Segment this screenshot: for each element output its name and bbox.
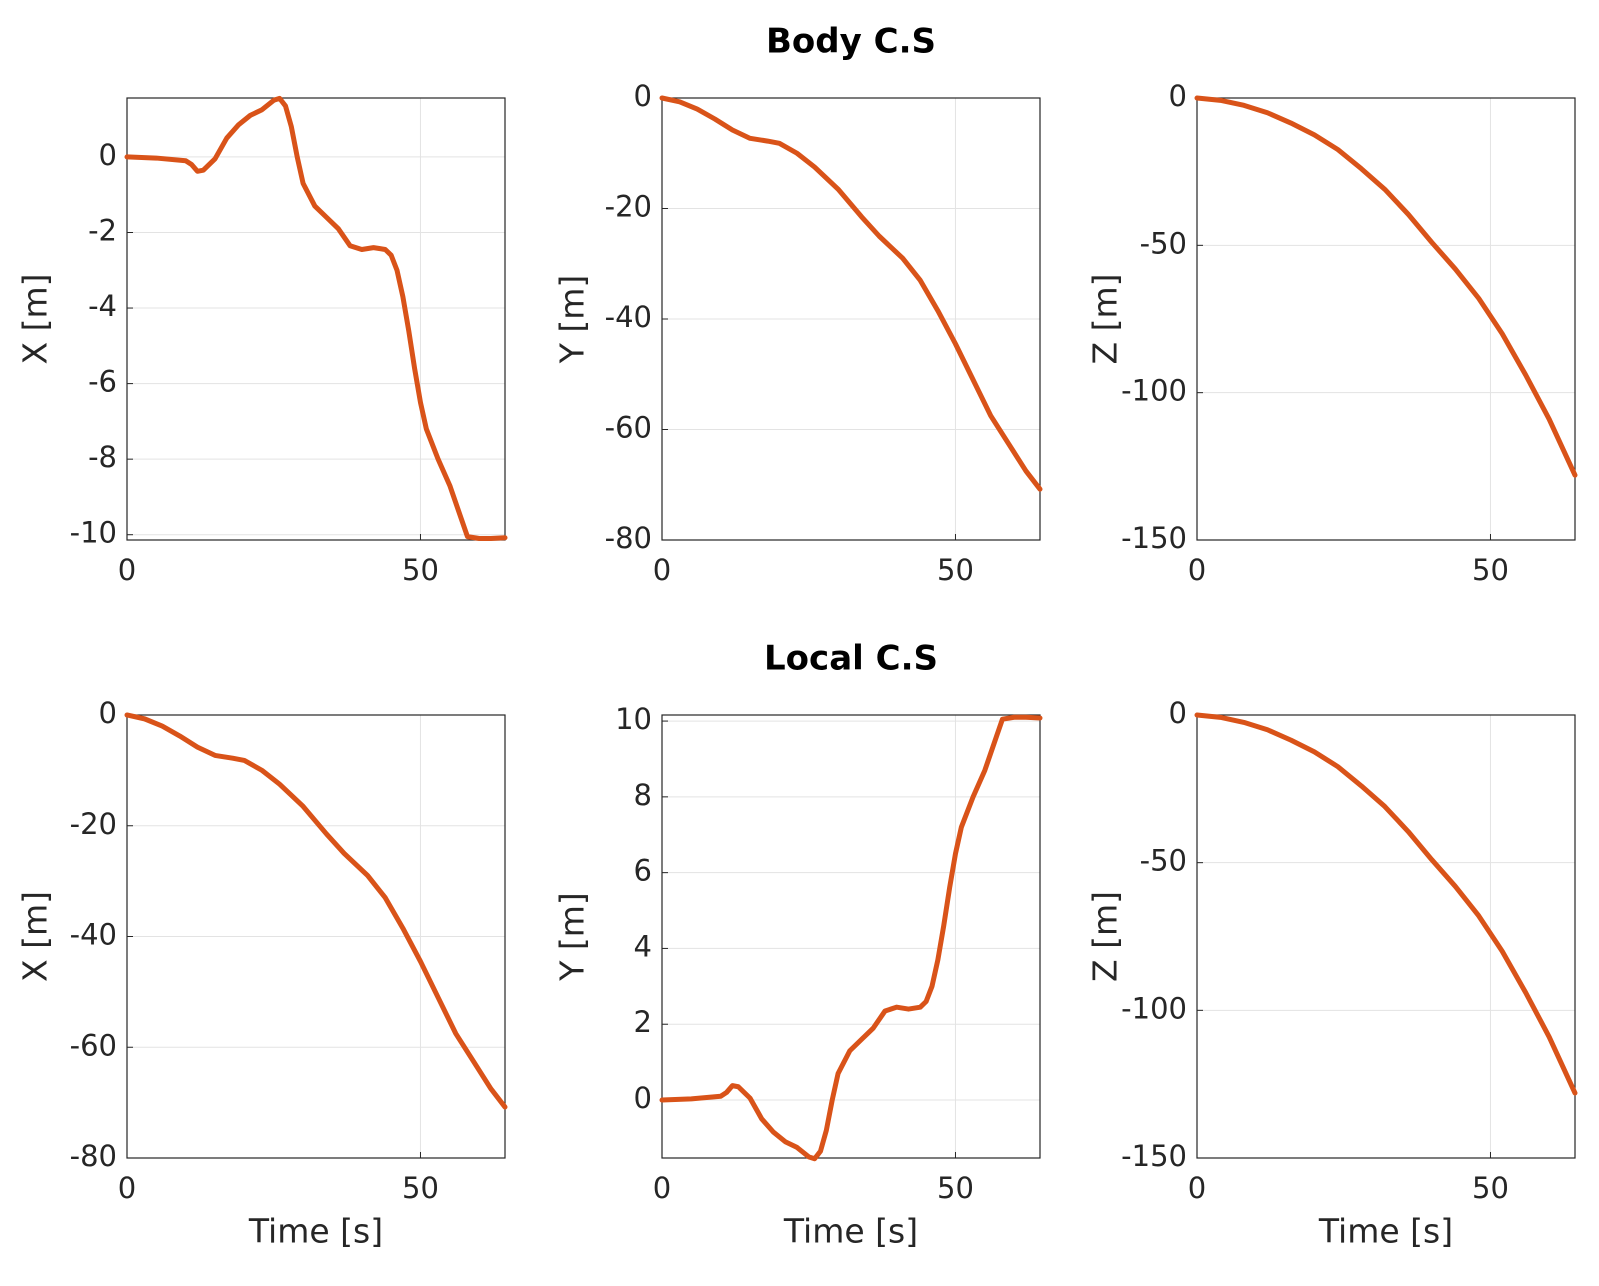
y-tick-label: -50 bbox=[1140, 226, 1187, 260]
y-axis-label: Y [m] bbox=[553, 275, 592, 365]
y-axis-label: Z [m] bbox=[1086, 274, 1125, 365]
y-tick-label: 4 bbox=[634, 929, 652, 963]
y-tick-label: 0 bbox=[1169, 79, 1187, 113]
chart-title: Body C.S bbox=[766, 22, 936, 62]
y-tick-label: -40 bbox=[605, 300, 652, 334]
data-line bbox=[1194, 712, 1578, 1096]
axes-box bbox=[126, 97, 506, 541]
axes-box bbox=[1196, 714, 1576, 1159]
x-tick-label: 50 bbox=[937, 553, 974, 587]
y-tick-label: 10 bbox=[615, 702, 652, 736]
y-tick-label: -4 bbox=[88, 289, 117, 323]
x-tick-label: 0 bbox=[653, 553, 671, 587]
x-tick-label: 50 bbox=[937, 1171, 974, 1205]
x-tick-label: 0 bbox=[1188, 553, 1206, 587]
y-tick-label: -6 bbox=[88, 365, 117, 399]
y-axis-label: X [m] bbox=[16, 274, 55, 365]
y-tick-label: -150 bbox=[1121, 1139, 1187, 1173]
y-tick-label: -80 bbox=[70, 1139, 117, 1173]
x-tick-label: 0 bbox=[653, 1171, 671, 1205]
y-tick-label: -40 bbox=[70, 918, 117, 952]
y-tick-label: -60 bbox=[70, 1028, 117, 1062]
axes-box bbox=[126, 714, 506, 1159]
y-tick-label: 0 bbox=[634, 79, 652, 113]
y-tick-label: -100 bbox=[1121, 374, 1187, 408]
y-axis-label: Z [m] bbox=[1086, 891, 1125, 982]
y-tick-label: 0 bbox=[99, 696, 117, 730]
y-tick-label: -100 bbox=[1121, 991, 1187, 1025]
y-tick-label: -60 bbox=[605, 411, 652, 445]
y-tick-label: 6 bbox=[634, 854, 652, 888]
y-axis-label: Y [m] bbox=[553, 892, 592, 982]
x-tick-label: 0 bbox=[1188, 1171, 1206, 1205]
data-line bbox=[124, 712, 508, 1110]
x-tick-label: 0 bbox=[118, 553, 136, 587]
y-axis-label: X [m] bbox=[16, 891, 55, 982]
y-tick-label: 0 bbox=[1169, 696, 1187, 730]
y-tick-label: 2 bbox=[634, 1005, 652, 1039]
data-line bbox=[1194, 95, 1578, 478]
y-tick-label: 0 bbox=[99, 138, 117, 172]
x-tick-label: 50 bbox=[402, 1171, 439, 1205]
y-tick-label: 0 bbox=[634, 1081, 652, 1115]
axes-box bbox=[661, 714, 1041, 1159]
x-axis-label: Time [s] bbox=[783, 1212, 918, 1251]
y-tick-label: -150 bbox=[1121, 521, 1187, 555]
y-tick-label: -2 bbox=[88, 213, 117, 247]
y-tick-label: 8 bbox=[634, 778, 652, 812]
chart-title: Local C.S bbox=[764, 639, 938, 679]
x-tick-label: 50 bbox=[402, 553, 439, 587]
x-tick-label: 50 bbox=[1472, 1171, 1509, 1205]
axes-box bbox=[1196, 97, 1576, 541]
y-tick-label: -50 bbox=[1140, 844, 1187, 878]
y-tick-label: -20 bbox=[70, 807, 117, 841]
data-line bbox=[124, 95, 508, 541]
data-line bbox=[659, 95, 1043, 492]
x-tick-label: 0 bbox=[118, 1171, 136, 1205]
axes-box bbox=[661, 97, 1041, 541]
x-axis-label: Time [s] bbox=[248, 1212, 383, 1251]
y-tick-label: -10 bbox=[70, 516, 117, 550]
data-line bbox=[659, 714, 1043, 1162]
y-tick-label: -80 bbox=[605, 521, 652, 555]
x-axis-label: Time [s] bbox=[1318, 1212, 1453, 1251]
x-tick-label: 50 bbox=[1472, 553, 1509, 587]
y-tick-label: -20 bbox=[605, 190, 652, 224]
y-tick-label: -8 bbox=[88, 440, 117, 474]
